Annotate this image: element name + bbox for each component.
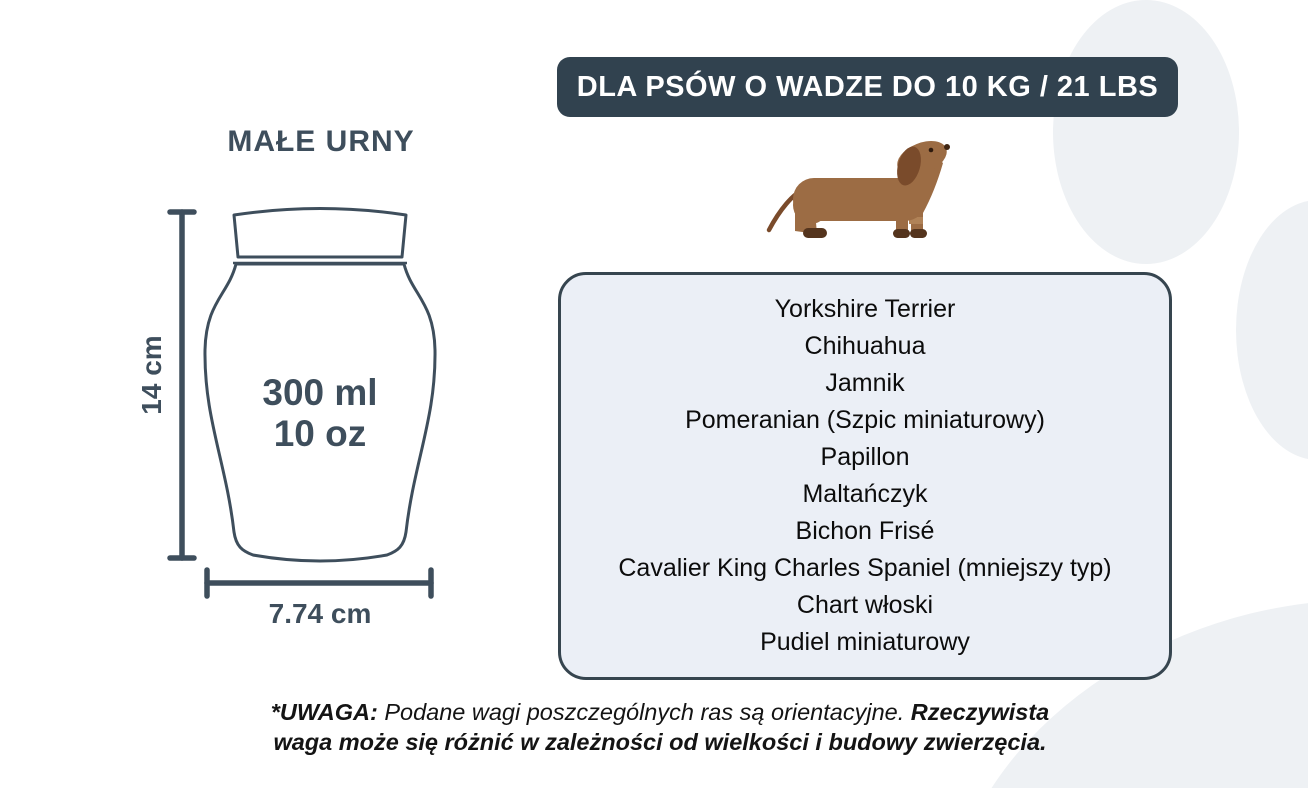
dog-ear <box>897 146 921 186</box>
urn-height-label: 14 cm <box>136 335 167 415</box>
disclaimer-text: Podane wagi poszczególnych ras są orient… <box>377 699 911 725</box>
disclaimer-bold-text: waga może się różnić w zależności od wie… <box>273 729 1047 755</box>
urn-volume-ml: 300 ml <box>262 372 378 413</box>
breed-item: Cavalier King Charles Spaniel (mniejszy … <box>618 554 1112 582</box>
urn-width-label: 7.74 cm <box>268 598 372 629</box>
dachshund-illustration <box>766 141 950 238</box>
weight-banner: DLA PSÓW O WADZE DO 10 KG / 21 LBS <box>557 57 1178 117</box>
breed-item: Pudiel miniaturowy <box>760 628 970 656</box>
breed-item: Chihuahua <box>804 332 926 360</box>
breed-item: Papillon <box>820 443 910 471</box>
breed-list-box: Yorkshire Terrier Chihuahua Jamnik Pomerani… <box>558 272 1172 680</box>
urn-diagram <box>167 207 437 599</box>
breed-item: Bichon Frisé <box>795 517 935 545</box>
dog-leg-band <box>909 217 923 224</box>
breed-item: Maltańczyk <box>802 480 928 508</box>
dog-nose <box>944 144 950 150</box>
disclaimer-line: waga może się różnić w zależności od wie… <box>230 727 1090 757</box>
dog-front-paw <box>910 229 927 238</box>
urn-body-outline <box>203 262 437 563</box>
breed-item: Yorkshire Terrier <box>774 295 956 323</box>
urn-lid-outline <box>232 207 408 259</box>
height-dimension-line <box>167 209 197 561</box>
dog-rear-paw <box>803 228 827 238</box>
disclaimer-bold-text: Rzeczywista <box>910 699 1050 725</box>
urn-volume-label: 300 ml 10 oz <box>220 372 420 454</box>
dog-front-paw <box>893 229 910 238</box>
page-title: MAŁE URNY <box>227 125 415 158</box>
disclaimer-note: *UWAGA: Podane wagi poszczególnych ras s… <box>230 697 1090 757</box>
breed-item: Pomeranian (Szpic miniaturowy) <box>685 406 1045 434</box>
breed-item: Chart włoski <box>796 591 934 619</box>
dog-body <box>793 178 926 221</box>
dog-eye <box>928 147 934 153</box>
width-dimension-line <box>204 567 434 599</box>
disclaimer-bold-text: *UWAGA: <box>270 699 378 725</box>
disclaimer-line: *UWAGA: Podane wagi poszczególnych ras s… <box>230 697 1090 727</box>
urn-volume-oz: 10 oz <box>273 413 367 454</box>
breed-item: Jamnik <box>825 369 905 397</box>
